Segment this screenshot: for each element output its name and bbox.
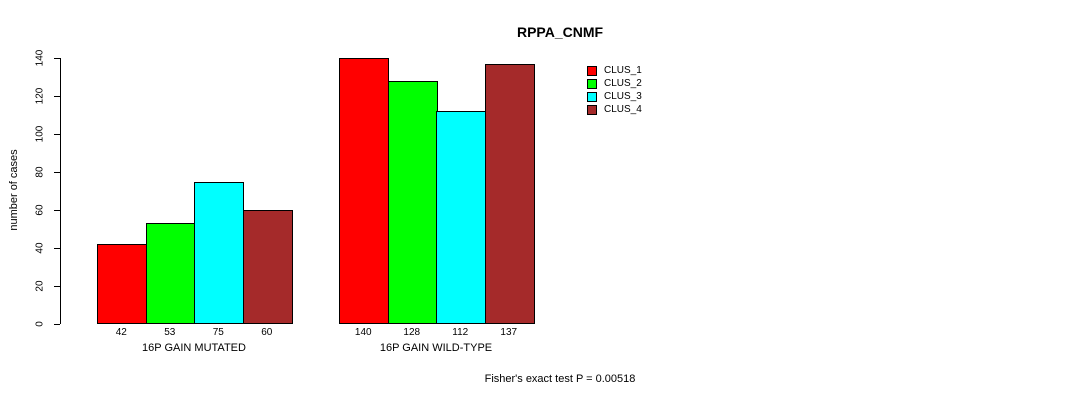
bar-clus-2-group-1: [146, 223, 196, 324]
y-axis-tick: [54, 209, 60, 211]
legend-item-clus-3: CLUS_3: [587, 92, 642, 102]
legend-item-clus-2: CLUS_2: [587, 79, 642, 89]
bar-value-label: 60: [261, 327, 273, 338]
y-axis-line: [60, 58, 61, 324]
legend-label: CLUS_3: [604, 91, 642, 102]
y-axis-tick-label: 0: [34, 321, 46, 327]
legend-label: CLUS_1: [604, 65, 642, 76]
bar-value-label: 112: [452, 327, 469, 338]
y-axis-tick: [54, 285, 60, 287]
y-axis-tick: [54, 133, 60, 135]
bar-value-label: 140: [354, 327, 372, 338]
y-axis-tick-label: 100: [34, 125, 46, 143]
y-axis-tick: [54, 247, 60, 249]
fisher-test-annotation: Fisher's exact test P = 0.00518: [484, 373, 636, 385]
bar-clus-2-group-2: [388, 81, 438, 324]
y-axis-tick-label: 40: [34, 242, 46, 254]
legend-color-swatch: [587, 79, 597, 89]
legend-item-clus-1: CLUS_1: [587, 66, 642, 76]
group-label: 16P GAIN WILD-TYPE: [379, 342, 493, 354]
y-axis-tick-label: 140: [34, 49, 46, 67]
bar-value-label: 42: [115, 327, 127, 338]
y-axis-tick-label: 60: [34, 204, 46, 216]
y-axis-tick: [54, 57, 60, 59]
y-axis-tick-label: 20: [34, 280, 46, 292]
bar-clus-3-group-2: [436, 111, 486, 324]
legend-label: CLUS_2: [604, 78, 642, 89]
y-axis-tick: [54, 171, 60, 173]
legend-color-swatch: [587, 92, 597, 102]
legend-color-swatch: [587, 105, 597, 115]
bar-value-label: 137: [500, 327, 518, 338]
y-axis-tick-label: 120: [34, 87, 46, 105]
legend-label: CLUS_4: [604, 104, 642, 115]
bar-clus-4-group-1: [243, 210, 293, 324]
bar-clus-1-group-1: [97, 244, 147, 324]
bar-clus-4-group-2: [485, 63, 535, 324]
legend: CLUS_1 CLUS_2 CLUS_3 CLUS_4: [587, 66, 642, 118]
bar-value-label: 128: [403, 327, 421, 338]
y-axis-title: number of cases: [8, 149, 20, 231]
y-axis-tick: [54, 323, 60, 325]
y-axis-tick: [54, 95, 60, 97]
bar-clus-3-group-1: [194, 181, 244, 324]
group-label: 16P GAIN MUTATED: [142, 342, 246, 354]
bar-value-label: 53: [164, 327, 176, 338]
chart-title: RPPA_CNMF: [516, 24, 604, 40]
bar-value-label: 75: [212, 327, 224, 338]
bar-clus-1-group-2: [339, 58, 389, 324]
legend-item-clus-4: CLUS_4: [587, 105, 642, 115]
legend-color-swatch: [587, 66, 597, 76]
y-axis-tick-label: 80: [34, 166, 46, 178]
